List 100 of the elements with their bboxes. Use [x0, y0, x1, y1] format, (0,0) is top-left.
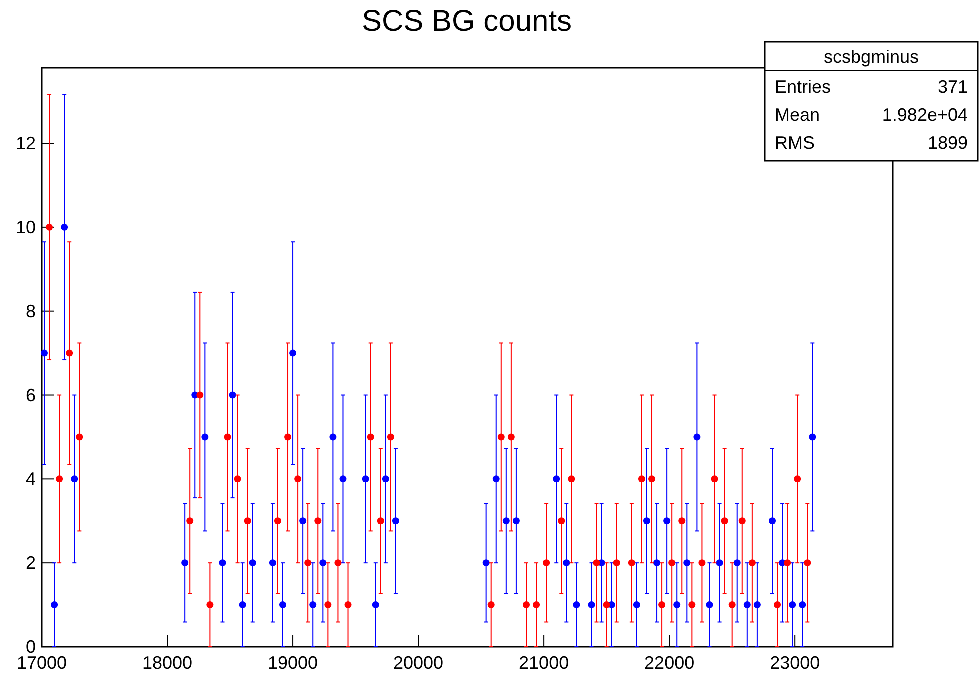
annotation: Mean — [775, 105, 820, 125]
point — [664, 518, 671, 525]
point — [344, 602, 352, 609]
point — [206, 602, 214, 609]
point — [324, 602, 332, 609]
x-tick-label: 18000 — [142, 653, 193, 673]
y-tick-label: 8 — [26, 301, 36, 322]
point — [279, 602, 286, 609]
point — [674, 602, 681, 609]
point — [202, 434, 209, 441]
point — [638, 476, 646, 483]
point — [512, 518, 520, 525]
point — [543, 560, 550, 567]
point — [603, 602, 610, 609]
point — [799, 602, 806, 609]
point — [568, 476, 576, 483]
point — [789, 602, 796, 609]
point — [716, 560, 724, 567]
point — [613, 560, 620, 567]
point — [678, 518, 686, 525]
point — [304, 560, 312, 567]
x-tick-label: 19000 — [268, 653, 318, 673]
point — [229, 392, 236, 399]
y-tick-label: 10 — [16, 217, 36, 238]
point — [668, 560, 676, 567]
point — [310, 602, 317, 609]
point — [294, 476, 302, 483]
point — [51, 602, 58, 609]
point — [658, 602, 666, 609]
point — [46, 224, 54, 231]
point — [71, 476, 78, 483]
point — [573, 602, 580, 609]
point — [61, 224, 68, 231]
annotation: Entries — [775, 77, 832, 97]
point — [186, 518, 194, 525]
point — [492, 476, 500, 483]
point — [748, 560, 756, 567]
point — [41, 350, 48, 357]
x-tick-label: 23000 — [770, 653, 820, 673]
point — [734, 560, 741, 567]
point — [234, 476, 242, 483]
point — [654, 560, 661, 567]
point — [754, 602, 761, 609]
point — [382, 476, 390, 483]
point — [274, 518, 282, 525]
point — [728, 602, 736, 609]
y-tick-label: 4 — [26, 469, 36, 490]
x-tick-label: 22000 — [644, 653, 695, 673]
point — [774, 602, 782, 609]
y-tick-label: 2 — [26, 553, 36, 574]
point — [498, 434, 505, 441]
point — [558, 518, 566, 525]
point — [694, 434, 701, 441]
y-tick-label: 6 — [26, 385, 36, 406]
point — [698, 560, 706, 567]
point — [182, 560, 189, 567]
point — [643, 518, 650, 525]
annotation: RMS — [775, 133, 815, 153]
point — [628, 560, 636, 567]
point — [633, 602, 640, 609]
point — [284, 434, 292, 441]
x-tick-label: 20000 — [394, 653, 444, 673]
point — [533, 602, 540, 609]
point — [711, 476, 718, 483]
point — [56, 476, 64, 483]
point — [372, 602, 380, 609]
point — [66, 350, 74, 357]
text: scsbgminus — [824, 47, 920, 67]
point — [76, 434, 84, 441]
point — [794, 476, 802, 483]
annotation: 1.982e+04 — [882, 105, 968, 125]
point — [196, 392, 204, 399]
point — [721, 518, 728, 525]
point — [648, 476, 656, 483]
point — [244, 518, 252, 525]
point — [482, 560, 490, 567]
point — [239, 602, 246, 609]
point — [269, 560, 276, 567]
point — [706, 602, 714, 609]
point — [744, 602, 751, 609]
point — [769, 518, 776, 525]
point — [224, 434, 232, 441]
point — [688, 602, 696, 609]
point — [249, 560, 256, 567]
point — [320, 560, 327, 567]
text: 1899 — [928, 133, 968, 153]
point — [588, 602, 596, 609]
point — [300, 518, 307, 525]
point — [290, 350, 297, 357]
point — [738, 518, 746, 525]
point — [392, 518, 400, 525]
point — [362, 476, 370, 483]
point — [488, 602, 495, 609]
point — [522, 602, 530, 609]
point — [367, 434, 374, 441]
point — [684, 560, 691, 567]
point — [593, 560, 600, 567]
y-tick-label: 12 — [16, 134, 36, 154]
point — [330, 434, 337, 441]
point — [377, 518, 384, 525]
